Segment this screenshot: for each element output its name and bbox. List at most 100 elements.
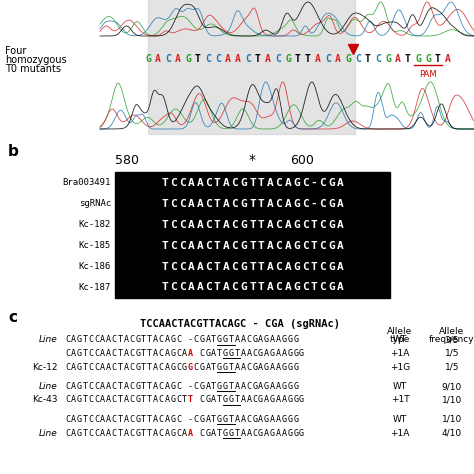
- Text: Kc-185: Kc-185: [79, 241, 111, 250]
- Text: T: T: [141, 428, 146, 438]
- Text: C: C: [275, 240, 283, 250]
- Text: A: A: [153, 336, 158, 345]
- Text: C: C: [319, 283, 326, 292]
- Text: G: G: [217, 415, 222, 424]
- Text: A: A: [335, 54, 341, 64]
- Text: A: A: [144, 219, 150, 229]
- Text: T: T: [141, 349, 146, 358]
- Text: C: C: [200, 428, 205, 438]
- Text: T: T: [195, 54, 201, 64]
- Text: T: T: [258, 262, 264, 272]
- Text: A: A: [124, 415, 128, 424]
- Text: G: G: [282, 336, 286, 345]
- Text: A: A: [196, 219, 203, 229]
- Text: A: A: [124, 428, 128, 438]
- Text: C: C: [94, 336, 99, 345]
- Text: C: C: [200, 349, 205, 358]
- Text: G: G: [135, 336, 140, 345]
- Text: C: C: [205, 219, 212, 229]
- Text: A: A: [270, 382, 275, 391]
- Text: A: A: [267, 262, 273, 272]
- Text: -: -: [381, 199, 388, 209]
- Text: G: G: [345, 54, 351, 64]
- Text: A: A: [284, 199, 291, 209]
- Text: G: G: [240, 262, 247, 272]
- Text: T: T: [118, 363, 123, 372]
- Text: G: G: [264, 415, 269, 424]
- Text: A: A: [205, 363, 210, 372]
- Text: A: A: [258, 336, 263, 345]
- Text: C: C: [65, 428, 70, 438]
- Text: T: T: [311, 262, 318, 272]
- Text: A: A: [445, 54, 451, 64]
- Text: G: G: [170, 336, 175, 345]
- Text: A: A: [284, 283, 291, 292]
- Text: A: A: [188, 262, 194, 272]
- Text: T: T: [82, 428, 88, 438]
- Text: T: T: [141, 395, 146, 404]
- Text: G: G: [205, 349, 210, 358]
- Text: C: C: [200, 395, 205, 404]
- Text: G: G: [355, 219, 362, 229]
- Text: G: G: [200, 363, 205, 372]
- Text: T: T: [147, 349, 152, 358]
- Text: A: A: [164, 336, 169, 345]
- Text: A: A: [275, 336, 281, 345]
- Text: Four: Four: [5, 46, 27, 56]
- Text: T: T: [249, 199, 256, 209]
- Text: A: A: [235, 382, 240, 391]
- Text: C: C: [231, 240, 238, 250]
- Text: A: A: [124, 382, 128, 391]
- Text: A: A: [275, 349, 281, 358]
- Text: G: G: [287, 415, 292, 424]
- Text: c: c: [8, 310, 17, 325]
- Text: G: G: [117, 240, 124, 250]
- Text: -: -: [346, 199, 353, 209]
- Text: A: A: [106, 382, 111, 391]
- Text: G: G: [117, 283, 124, 292]
- Text: T: T: [311, 240, 318, 250]
- Text: G: G: [223, 349, 228, 358]
- Text: A: A: [153, 349, 158, 358]
- Text: A: A: [196, 199, 203, 209]
- Text: A: A: [284, 177, 291, 188]
- Text: A: A: [164, 382, 169, 391]
- Text: T: T: [372, 219, 379, 229]
- Text: T: T: [346, 219, 353, 229]
- Text: A: A: [223, 240, 229, 250]
- Text: G: G: [152, 262, 159, 272]
- Text: TCCAACTACGTTACAGC - CGA (sgRNAc): TCCAACTACGTTACAGC - CGA (sgRNAc): [140, 319, 340, 329]
- Text: T: T: [372, 240, 379, 250]
- Text: type: type: [390, 336, 410, 345]
- Text: C: C: [112, 336, 117, 345]
- Text: A: A: [235, 336, 240, 345]
- Text: G: G: [364, 240, 370, 250]
- Text: C: C: [176, 363, 181, 372]
- Text: C: C: [252, 395, 257, 404]
- Text: 1/5: 1/5: [445, 363, 459, 372]
- Text: T: T: [161, 177, 168, 188]
- Text: C: C: [129, 363, 134, 372]
- Text: G: G: [299, 349, 304, 358]
- Text: +1A: +1A: [390, 349, 410, 358]
- Text: A: A: [153, 395, 158, 404]
- Text: A: A: [223, 199, 229, 209]
- Text: A: A: [205, 415, 210, 424]
- Text: G: G: [145, 54, 151, 64]
- Text: G: G: [135, 415, 140, 424]
- Text: 4/10: 4/10: [442, 428, 462, 438]
- Text: WT: WT: [393, 336, 407, 345]
- Text: C: C: [275, 219, 283, 229]
- Text: C: C: [94, 349, 99, 358]
- Text: A: A: [337, 199, 344, 209]
- Text: C: C: [302, 240, 309, 250]
- Text: C: C: [231, 177, 238, 188]
- Text: 9/10: 9/10: [442, 382, 462, 391]
- Text: G: G: [293, 349, 298, 358]
- Text: G: G: [170, 395, 175, 404]
- Text: C: C: [231, 283, 238, 292]
- Text: T: T: [147, 363, 152, 372]
- Text: T: T: [435, 54, 441, 64]
- Text: G: G: [240, 177, 247, 188]
- Text: T: T: [211, 336, 216, 345]
